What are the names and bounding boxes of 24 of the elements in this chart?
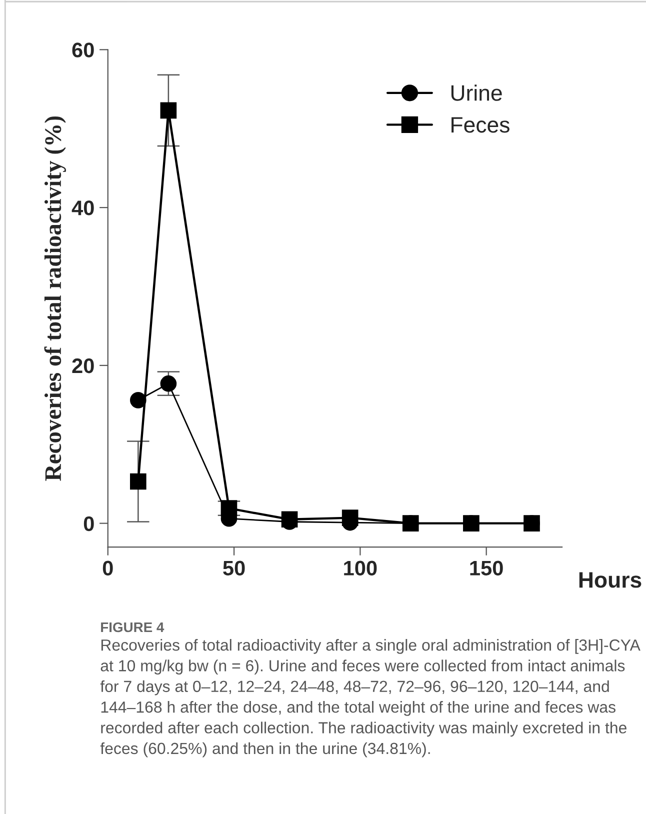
point	[281, 511, 298, 528]
x-tick-label: 0	[102, 560, 113, 576]
y-tick-label: 0	[84, 516, 94, 532]
point	[130, 392, 146, 408]
point	[130, 473, 146, 490]
y-tick-label: 20	[72, 358, 94, 374]
text: Recoveries of total radioactivity after a single oral administration of [3H]-CYA at 10 mg/kg bw (n = 6). Urine and feces were collected from intact animals for 7 days at 0–12, 12–24, 24–48, 48–72, 72–96, 96–120, 120–144, and 144–168 h after the dose, and the total weight of the urine and feces was recorded after each collection. The radioactivity was mainly excreted in the feces (60.25%) and then in the urine (34.81%).	[100, 638, 640, 758]
point	[342, 510, 358, 526]
y-axis-title: Recoveries of total radioactivity (%)	[44, 116, 66, 481]
point	[220, 500, 238, 516]
x-tick-label: 50	[223, 560, 245, 576]
point	[402, 515, 419, 532]
x-tick-label: 100	[344, 560, 377, 576]
point	[160, 375, 177, 392]
point	[160, 102, 177, 119]
point	[524, 515, 540, 532]
y-tick-label: 40	[72, 200, 94, 216]
x-axis-title: Hours	[579, 572, 642, 588]
point	[463, 515, 480, 532]
legend-label: Urine	[451, 84, 502, 101]
caption: FIGURE 4	[101, 622, 164, 632]
legend-label: Feces	[452, 117, 510, 133]
x-tick-label: 150	[470, 560, 503, 576]
y-tick-label: 60	[72, 42, 94, 58]
